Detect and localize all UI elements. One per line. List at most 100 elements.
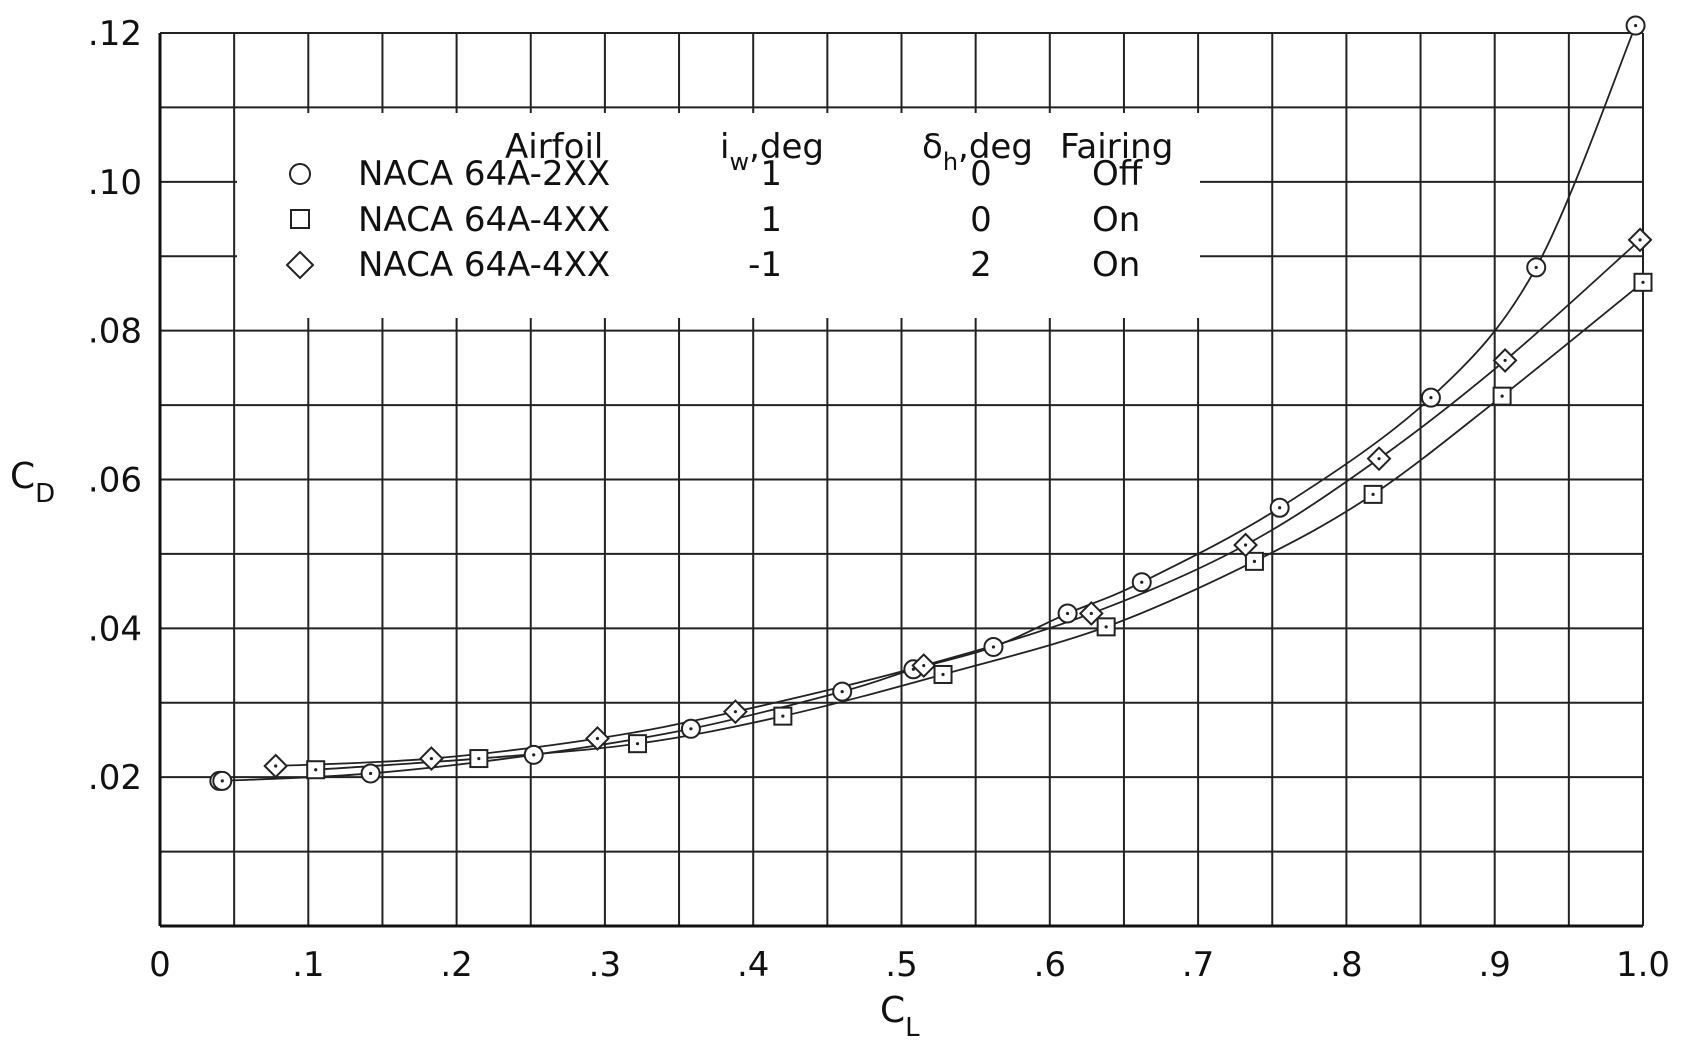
marker-center-dot [733,710,738,714]
data-point-series-1 [523,744,544,765]
data-point-series-3 [585,726,610,751]
marker-center-dot [1429,396,1433,400]
data-point-series-1 [1625,15,1646,36]
x-tick-label: .7 [1182,945,1214,985]
legend-header-iw-sub: w [729,148,749,176]
data-point-series-1 [1269,497,1290,518]
marker-center-dot [1089,611,1093,616]
data-point-series-2 [628,734,648,754]
data-point-series-3 [263,753,289,779]
data-point-series-2 [306,760,326,780]
x-axis-title-main: C [880,990,905,1031]
data-point-series-3 [1078,601,1104,626]
data-point-series-1 [1420,387,1441,408]
data-point-series-1 [360,763,381,784]
marker-center-dot [1377,457,1381,461]
data-point-series-3 [911,653,937,678]
legend-header-iw: iw,deg [720,127,824,176]
y-tick-label: .10 [88,163,142,203]
marker-center-dot [1243,543,1248,547]
marker-center-dot [991,645,996,649]
data-point-series-1 [983,636,1004,657]
chart-marks [209,15,1653,791]
marker-center-dot [1278,506,1282,510]
legend-dh-value: 0 [970,154,992,194]
legend-entry-1: NACA 64A-2XX 1 0 Off [289,154,1144,194]
marker-center-dot [1633,23,1638,28]
x-tick-label: 1.0 [1616,945,1670,985]
legend-airfoil-name: NACA 64A-2XX [358,154,610,194]
data-point-series-1 [1131,572,1152,593]
data-point-series-2 [1633,272,1653,292]
data-point-series-1 [1526,257,1547,278]
legend-dh-value: 0 [970,200,992,240]
x-axis-title: CL [880,990,920,1040]
marker-center-dot [429,756,433,761]
y-axis-title-main: C [10,456,35,497]
legend-header-dh-sub: h [943,148,958,176]
marker-center-dot [1252,559,1257,563]
marker-center-dot [1065,611,1070,616]
y-tick-label: .06 [88,461,142,501]
legend-circle-icon [289,163,311,185]
x-tick-label: .9 [1478,945,1510,985]
marker-center-dot [532,753,536,757]
legend-header-fairing: Fairing [1060,127,1173,167]
y-tick-label: .04 [88,609,142,649]
x-tick-label: .3 [589,945,621,985]
data-point-series-3 [1233,532,1258,558]
legend-airfoil-name: NACA 64A-4XX [358,200,610,240]
legend-marker [290,209,310,229]
data-point-series-2 [1363,484,1383,504]
marker-center-dot [941,672,945,677]
data-point-series-2 [773,706,793,726]
series-line-2 [315,281,1644,771]
data-point-series-3 [1366,446,1392,472]
marker-center-dot [911,667,915,671]
x-tick-label: .5 [885,945,917,985]
data-point-series-3 [1492,348,1518,373]
marker-center-dot [595,736,600,741]
marker-center-dot [922,663,926,668]
y-axis-title: CD [10,456,55,509]
marker-center-dot [1534,265,1538,270]
marker-center-dot [781,714,785,718]
marker-center-dot [635,742,640,746]
legend-entry-2: NACA 64A-4XX 1 0 On [290,200,1140,240]
legend-marker [285,250,315,280]
data-point-series-1 [1057,603,1078,624]
marker-center-dot [1140,580,1144,584]
data-point-series-3 [722,699,748,725]
marker-center-dot [220,779,224,783]
legend-fairing-value: On [1092,245,1140,285]
legend-airfoil-name: NACA 64A-4XX [358,245,610,285]
marker-center-dot [477,756,481,761]
legend-header-iw-unit: ,deg [749,127,824,167]
legend-header-dh: δh,deg [922,127,1033,176]
marker-center-dot [1503,358,1507,363]
y-tick-label: .08 [88,312,142,352]
legend-header-airfoil: Airfoil [505,127,603,167]
legend-entry-3: NACA 64A-4XX -1 2 On [285,245,1140,285]
legend-header-dh-main: δ [922,127,943,167]
x-tick-label: .1 [292,945,324,985]
marker-center-dot [1641,280,1645,284]
legend-dh-value: 2 [970,245,992,285]
legend-background [237,113,1200,318]
tick-labels: 0 .1 .2 .3 .4 .5 .6 .7 .8 .9 1.0 .02 .04 .06 .08 .10 .12 [88,14,1670,985]
y-tick-label: .12 [88,14,142,54]
marker-center-dot [1500,394,1504,398]
marker-center-dot [314,768,318,772]
marker-center-dot [689,727,693,731]
x-axis-title-sub: L [905,1013,920,1040]
marker-center-dot [1104,625,1108,629]
marker-center-dot [840,689,844,694]
y-tick-label: .02 [88,758,142,798]
data-point-series-3 [418,746,444,771]
marker-center-dot [1371,492,1375,496]
x-tick-label: .6 [1034,945,1066,985]
legend-marker [289,163,311,185]
data-point-series-2 [1492,386,1512,406]
